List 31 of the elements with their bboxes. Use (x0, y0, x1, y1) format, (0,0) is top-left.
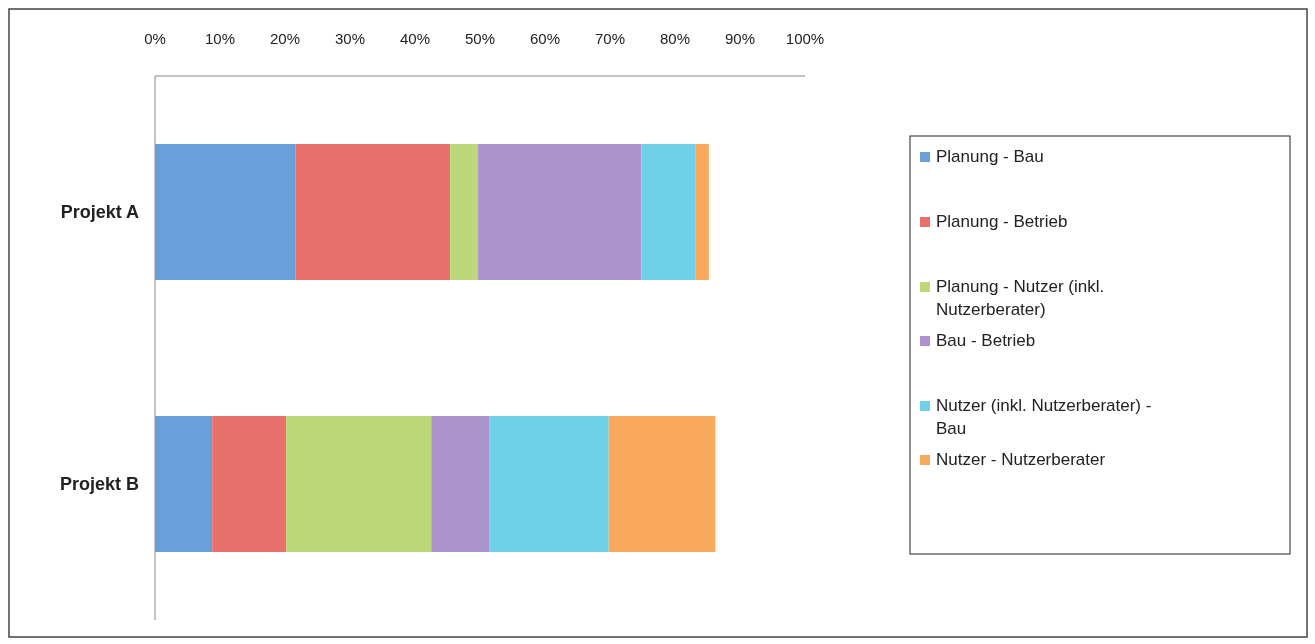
bar (489, 416, 609, 552)
x-tick-label: 100% (785, 30, 825, 47)
x-tick-label: 70% (594, 30, 626, 47)
legend-label: Planung - Betrieb (936, 212, 1068, 231)
legend-label: Nutzer - Nutzerberater (936, 450, 1106, 469)
x-tick-label: 50% (464, 30, 496, 47)
bar (212, 416, 287, 552)
bar (478, 144, 642, 280)
y-tick-label: Projekt A (60, 202, 139, 222)
legend-label: Nutzer (inkl. Nutzerberater) - Bau (936, 396, 1152, 438)
bar (450, 144, 479, 280)
x-tick-label: 90% (724, 30, 756, 47)
legend-label: Planung - Nutzer (inkl. Nutzerberater) (936, 277, 1105, 319)
legend-label: Planung - Bau (936, 147, 1044, 166)
bar (295, 144, 451, 280)
bar (286, 416, 432, 552)
x-tick-label: 20% (269, 30, 301, 47)
bar (155, 144, 296, 280)
bar (695, 144, 709, 280)
bar (431, 416, 490, 552)
x-tick-label: 80% (659, 30, 691, 47)
x-tick-label: 0% (144, 30, 166, 47)
legend-label: Bau - Betrieb (936, 331, 1036, 350)
x-tick-label: 10% (204, 30, 236, 47)
bar (155, 416, 213, 552)
x-tick-label: 30% (334, 30, 366, 47)
y-tick-label: Projekt B (59, 474, 139, 494)
bar (641, 144, 696, 280)
bar (608, 416, 716, 552)
x-tick-label: 60% (529, 30, 561, 47)
x-tick-label: 40% (399, 30, 431, 47)
